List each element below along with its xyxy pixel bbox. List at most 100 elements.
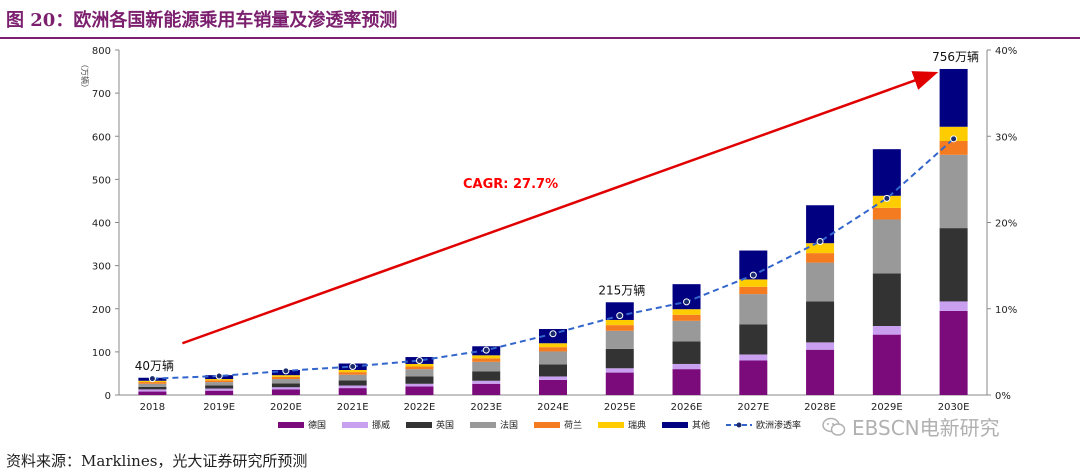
- bar-segment: [806, 301, 835, 343]
- total-label: 215万辆: [598, 283, 645, 297]
- bar-segment: [605, 330, 634, 349]
- bar-segment: [739, 286, 768, 295]
- bar-segment: [138, 391, 167, 395]
- bar-segment: [539, 364, 567, 377]
- bar-segment: [338, 372, 367, 375]
- bar-segment: [271, 387, 300, 390]
- bar-segment: [939, 310, 968, 395]
- total-label: 756万辆: [932, 50, 979, 64]
- bar-segment: [405, 386, 434, 395]
- figure-title: 图 20：欧洲各国新能源乘用车销量及渗透率预测: [6, 10, 398, 31]
- bar-segment: [205, 382, 234, 386]
- penetration-point: [950, 135, 958, 143]
- y2-tick-label: 20%: [995, 219, 1017, 230]
- x-tick-label: 2019E: [203, 402, 235, 413]
- penetration-point: [749, 271, 757, 279]
- penetration-point: [349, 363, 357, 371]
- bar-segment: [605, 368, 634, 373]
- bar-segment: [739, 324, 768, 355]
- bar-segment: [539, 343, 567, 348]
- bar-segment: [472, 361, 501, 372]
- y-tick-label: 0: [105, 391, 111, 402]
- y2-tick-label: 10%: [995, 305, 1017, 316]
- source-note: 资料来源：Marklines，光大证券研究所预测: [6, 452, 308, 470]
- y2-tick-label: 0%: [995, 391, 1011, 402]
- bar-segment: [806, 349, 835, 395]
- penetration-point: [816, 237, 824, 245]
- bar-segment: [205, 388, 234, 391]
- bar-segment: [672, 309, 701, 315]
- chart-legend: 德国 挪威 英国 法国 荷兰 瑞典 其他 欧洲渗透率: [278, 419, 801, 431]
- bar-segment: [405, 376, 434, 384]
- x-tick-label: 2018: [140, 402, 165, 413]
- bar-segment: [872, 334, 901, 395]
- bar-segment: [872, 273, 901, 326]
- bar-segment: [472, 355, 501, 359]
- penetration-point: [482, 346, 490, 354]
- bar-segment: [739, 294, 768, 325]
- bar-segment: [539, 351, 567, 365]
- y2-tick-label: 30%: [995, 132, 1017, 143]
- legend-swatch: [342, 422, 368, 428]
- bar-segment: [338, 380, 367, 386]
- bar-segment: [338, 374, 367, 381]
- bar-segment: [605, 325, 634, 331]
- bar-segment: [539, 347, 567, 352]
- y-tick-label: 200: [92, 305, 111, 316]
- bar-segment: [605, 319, 634, 326]
- penetration-point: [883, 194, 891, 202]
- bar-segment: [271, 389, 300, 395]
- legend-label: 其他: [692, 419, 710, 431]
- bar-segment: [405, 383, 434, 387]
- bar-segment: [472, 358, 501, 362]
- legend-swatch: [470, 422, 496, 428]
- cagr-arrow: [181, 71, 939, 345]
- bar-segment: [405, 366, 434, 370]
- bar-segment: [939, 126, 968, 141]
- penetration-point: [616, 312, 624, 320]
- bar-segment: [939, 301, 968, 311]
- legend-label: 瑞典: [628, 419, 646, 431]
- x-tick-label: 2027E: [737, 402, 769, 413]
- bar-segment: [405, 369, 434, 377]
- legend-label: 英国: [436, 419, 454, 431]
- bar-segment: [138, 382, 167, 384]
- y-tick-label: 700: [92, 89, 111, 100]
- x-tick-label: 2030E: [938, 402, 970, 413]
- x-tick-label: 2021E: [337, 402, 369, 413]
- bar-segment: [806, 205, 835, 244]
- legend-line-marker: [736, 422, 742, 428]
- watermark: EBSCN电新研究: [822, 412, 1000, 441]
- bar-segment: [271, 375, 300, 377]
- bar-segment: [138, 383, 167, 387]
- x-tick-label: 2023E: [470, 402, 502, 413]
- legend-label: 荷兰: [564, 419, 582, 431]
- bar-segment: [672, 363, 701, 370]
- chart-axes: 0 100 200 300 400 500 600 700 800 0% 10% 20% 30% 40% （…: [80, 46, 1017, 413]
- legend-swatch: [598, 422, 624, 428]
- bar-segment: [939, 228, 968, 302]
- legend-label: 法国: [500, 419, 518, 431]
- y-tick-label: 500: [92, 175, 111, 186]
- bar-segment: [271, 383, 300, 388]
- bar-segment: [405, 363, 434, 367]
- y-tick-label: 100: [92, 348, 111, 359]
- x-tick-label: 2024E: [537, 402, 569, 413]
- x-tick-label: 2020E: [270, 402, 302, 413]
- y-tick-label: 300: [92, 262, 111, 273]
- bar-segment: [872, 219, 901, 274]
- bar-segment: [672, 369, 701, 395]
- bar-segment: [539, 379, 567, 395]
- bar-segment: [939, 140, 968, 155]
- bar-segment: [472, 371, 501, 381]
- bar-segment: [205, 379, 234, 381]
- bar-segment: [939, 154, 968, 229]
- y-tick-label: 400: [92, 219, 111, 230]
- bar-segment: [806, 243, 835, 254]
- annotation-layer: 40万辆 215万辆 756万辆 CAGR: 27.7%: [135, 50, 979, 373]
- y2-tick-label: 40%: [995, 46, 1017, 57]
- bar-segment: [806, 253, 835, 263]
- legend-swatch: [278, 422, 304, 428]
- legend-swatch: [534, 422, 560, 428]
- bar-segment: [806, 262, 835, 302]
